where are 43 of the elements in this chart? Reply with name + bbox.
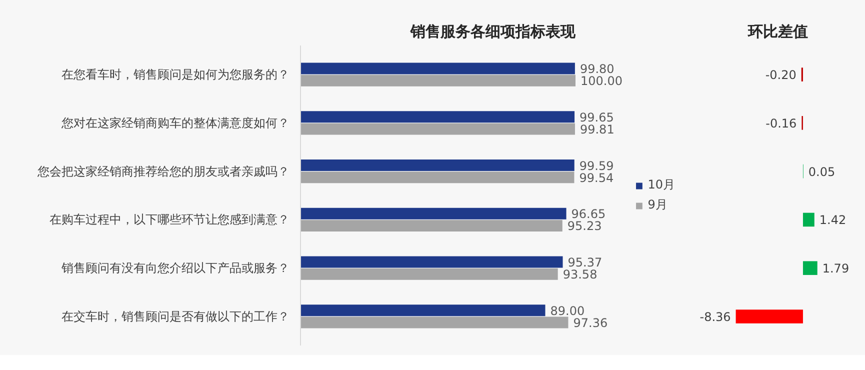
data-label: 97.36: [573, 316, 608, 330]
data-label: -8.36: [700, 310, 731, 324]
data-label: 99.54: [579, 170, 614, 185]
data-label: -0.20: [765, 68, 796, 82]
chart-title: 销售服务各细项指标表现: [410, 22, 576, 40]
legend-label: 10月: [648, 176, 675, 194]
bar: [300, 111, 575, 123]
data-label: 89.00: [550, 304, 585, 318]
data-label: 0.05: [808, 164, 836, 179]
bar: [300, 123, 575, 135]
bar: [300, 74, 576, 86]
data-label: 1.79: [822, 262, 850, 276]
bar: [300, 268, 558, 280]
bar: [300, 256, 563, 268]
data-label: 1.42: [819, 213, 846, 228]
bar: [300, 220, 562, 232]
y-tick-label: 在交车时，销售顾问是否有做以下的工作？: [62, 309, 290, 324]
data-label: 99.65: [580, 110, 614, 124]
bar: [736, 310, 803, 324]
bar: [300, 304, 546, 316]
bar: [300, 62, 575, 74]
y-tick-label: 您会把这家经销商推荐给您的朋友或者亲戚吗？: [36, 164, 290, 178]
y-tick-label: 在您看车时，销售顾问是如何为您服务的？: [62, 68, 290, 82]
data-label: 95.23: [567, 219, 602, 234]
legend-label: 9月: [648, 196, 668, 214]
bar: [802, 261, 818, 275]
data-label: 96.65: [571, 207, 606, 222]
bar: [300, 172, 574, 184]
bar: [802, 212, 814, 227]
data-label: 93.58: [562, 268, 598, 282]
data-label: 95.37: [568, 256, 602, 270]
bar: [300, 316, 568, 328]
data-label: 100.00: [580, 74, 622, 88]
y-tick-label: 销售顾问有没有向您介绍以下产品或服务？: [60, 261, 290, 276]
data-label: -0.16: [766, 116, 797, 130]
bar: [300, 160, 574, 172]
data-label: 99.80: [580, 62, 614, 76]
y-tick-label: 您对在这家经销商购车的整体满意度如何？: [60, 116, 290, 130]
data-label: 99.59: [579, 158, 614, 173]
chart-title: 环比差值: [747, 22, 808, 40]
bar: [300, 208, 566, 220]
y-tick-label: 在购车过程中，以下哪些环节让您感到满意？: [50, 212, 290, 227]
data-label: 99.81: [580, 122, 614, 136]
